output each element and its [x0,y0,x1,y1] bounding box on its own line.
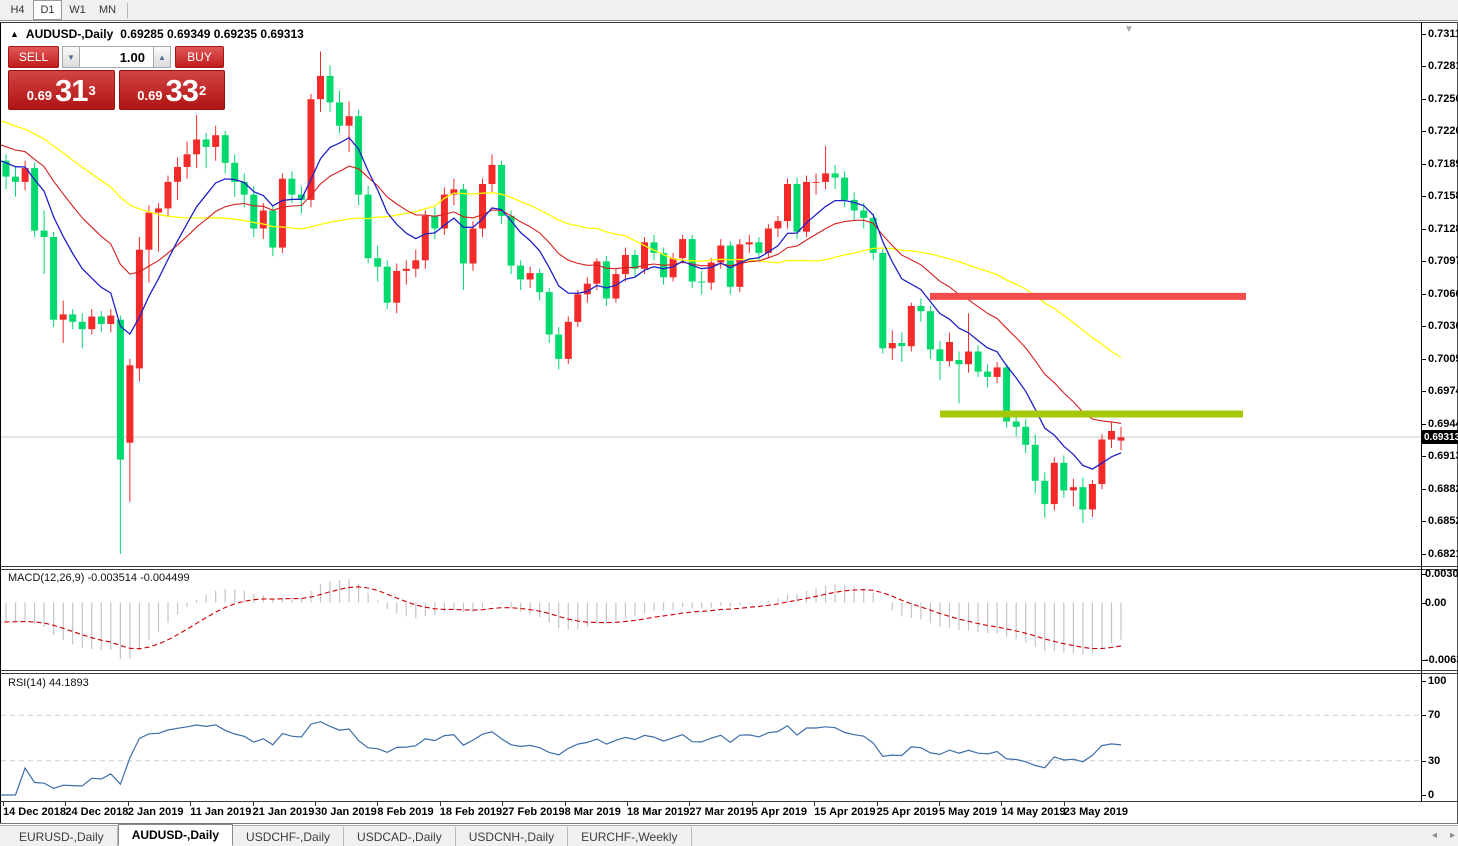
rsi-tick-label: 100 [1428,675,1447,687]
date-tick-label: 18 Feb 2019 [439,806,503,818]
macd-separator-top [0,566,1458,567]
last-price-tag: 0.69313 [1422,430,1458,445]
timeframe-button-w1[interactable]: W1 [69,4,86,16]
tab-scroll-right-icon[interactable]: ▸ [1450,830,1456,841]
price-tick-label: 0.70050 [1428,352,1458,365]
rsi-bottom-border [0,801,1458,802]
chart-window[interactable] [0,22,1458,824]
price-tick-label: 0.69130 [1428,450,1458,463]
price-tick-label: 0.71585 [1428,190,1458,203]
chart-tab-eurchf-weekly[interactable]: EURCHF-,Weekly [568,827,692,846]
macd-tick-label: -0.00631 [1425,654,1458,666]
date-tick-label: 5 May 2019 [939,806,998,818]
timeframe-button-h4[interactable]: H4 [10,4,25,16]
date-tick-label: 2 Jan 2019 [127,806,184,818]
date-tick-label: 8 Mar 2019 [564,806,621,818]
price-tick-label: 0.69745 [1428,385,1458,398]
date-tick-label: 14 Dec 2018 [3,806,66,818]
macd-tick-label: 0.003035 [1425,568,1458,580]
price-tick-label: 0.70970 [1428,255,1458,268]
buy-price-base: 0.69 [137,88,163,103]
price-tick-label: 0.68520 [1428,515,1458,528]
date-tick-label: 14 May 2019 [1001,806,1066,818]
date-tick-label: 24 Dec 2018 [65,806,129,818]
sell-button[interactable]: SELL [8,46,59,68]
price-tick-label: 0.70665 [1428,287,1458,300]
date-tick-label: 8 Feb 2019 [377,806,434,818]
date-tick-label: 5 Apr 2019 [751,806,808,818]
volume-input[interactable]: 1.00 [80,46,153,68]
rsi-separator-top [0,670,1458,671]
price-tick-label: 0.72810 [1428,60,1458,73]
price-tick-label: 0.68210 [1428,547,1458,560]
rsi-label: RSI(14) 44.1893 [8,677,89,689]
macd-separator-bottom[interactable] [0,569,1458,570]
chart-tab-audusd-daily[interactable]: AUDUSD-,Daily [117,824,234,846]
date-tick-label: 23 May 2019 [1063,806,1129,818]
tab-scroll-left-icon[interactable]: ◂ [1432,830,1438,841]
one-click-trading-panel: SELL ▼ 1.00 ▲ BUY 0.69 31 3 0.69 33 2 [8,46,225,110]
sell-quote-panel[interactable]: 0.69 31 3 [8,70,115,110]
buy-button[interactable]: BUY [175,46,224,68]
price-tick-label: 0.72200 [1428,124,1458,137]
buy-price-point: 2 [199,83,207,98]
timeframe-toolbar: H4 D1 W1 MN [0,0,1458,21]
date-tick-label: 27 Feb 2019 [502,806,565,818]
buy-price-pips: 33 [165,73,199,108]
rsi-tick-label: 30 [1428,754,1441,767]
date-tick-label: 25 Apr 2019 [876,806,938,818]
chart-tab-bar: EURUSD-,Daily AUDUSD-,Daily USDCHF-,Daily U… [0,824,1458,846]
symbol-period-label: AUDUSD-,Daily [25,27,114,41]
chart-menu-icon[interactable]: ▼ [1124,24,1134,35]
rsi-tick-label: 70 [1428,709,1441,722]
price-tick-label: 0.72505 [1428,92,1458,105]
chart-title: ▲ AUDUSD-,Daily 0.69285 0.69349 0.69235 … [10,27,304,41]
sell-price-pips: 31 [55,73,88,108]
volume-decrease-button[interactable]: ▼ [62,46,80,68]
chart-tab-usdcad-daily[interactable]: USDCAD-,Daily [344,827,456,846]
price-tick-label: 0.69440 [1428,417,1458,430]
sell-price-base: 0.69 [26,88,53,103]
date-tick-label: 30 Jan 2019 [315,806,377,818]
price-tick-label: 0.71890 [1428,157,1458,170]
price-tick-label: 0.73115 [1428,28,1458,40]
date-tick-label: 18 Mar 2019 [627,806,690,818]
trade-panel-collapse-icon[interactable]: ▲ [10,29,19,39]
rsi-separator-bottom[interactable] [0,673,1458,674]
chart-tab-eurusd-daily[interactable]: EURUSD-,Daily [6,827,118,846]
date-tick-label: 15 Apr 2019 [814,806,876,818]
chart-top-border [0,22,1458,23]
buy-quote-panel[interactable]: 0.69 33 2 [118,70,225,110]
price-tick-label: 0.70360 [1428,320,1458,333]
rsi-tick-label: 0 [1428,789,1435,801]
date-axis-bottom-border [0,823,1458,824]
macd-tick-label: 0.00 [1425,596,1447,609]
price-axis-line [1421,22,1422,802]
toolbar-separator [127,2,128,18]
date-tick-label: 21 Jan 2019 [252,806,315,818]
date-tick-label: 11 Jan 2019 [190,806,252,818]
price-tick-label: 0.68825 [1428,482,1458,495]
chart-tab-usdchf-daily[interactable]: USDCHF-,Daily [233,827,345,846]
price-tick-label: 0.71280 [1428,222,1458,235]
macd-label: MACD(12,26,9) -0.003514 -0.004499 [8,572,190,584]
sell-price-point: 3 [88,83,96,98]
chart-tab-usdcnh-daily[interactable]: USDCNH-,Daily [456,827,569,846]
volume-increase-button[interactable]: ▲ [153,46,171,68]
ohlc-values: 0.69285 0.69349 0.69235 0.69313 [120,27,304,41]
timeframe-button-mn[interactable]: MN [98,4,117,16]
date-tick-label: 27 Mar 2019 [689,806,752,818]
timeframe-button-d1[interactable]: D1 [33,0,62,20]
